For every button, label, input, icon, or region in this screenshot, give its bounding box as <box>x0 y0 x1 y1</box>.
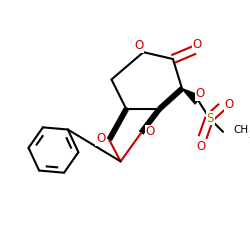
Text: O: O <box>134 39 143 52</box>
Text: O: O <box>224 98 234 112</box>
Text: O: O <box>96 132 105 145</box>
Polygon shape <box>182 88 201 104</box>
Text: O: O <box>192 38 202 51</box>
Text: O: O <box>145 125 154 138</box>
Text: CH: CH <box>233 125 248 135</box>
Text: S: S <box>206 112 214 125</box>
Text: 3: 3 <box>248 131 250 140</box>
Text: O: O <box>196 87 205 100</box>
Text: O: O <box>197 140 206 153</box>
